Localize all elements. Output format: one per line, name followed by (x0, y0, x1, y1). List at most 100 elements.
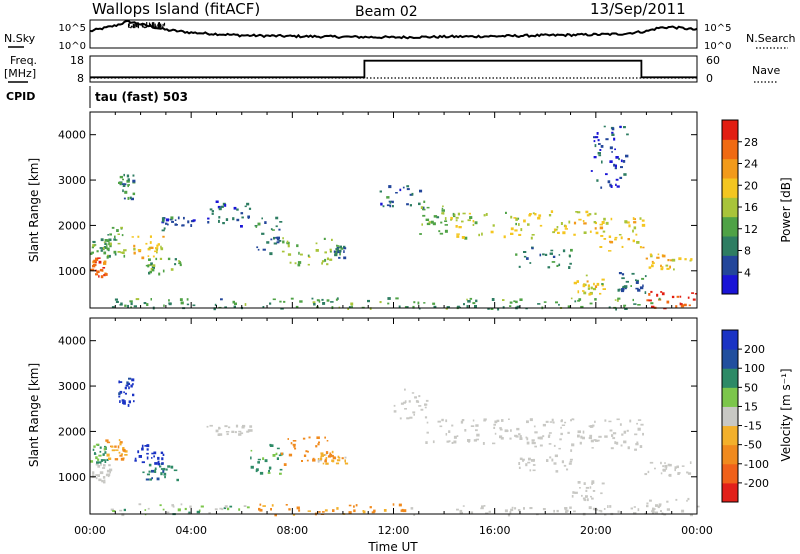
scatter-cell (457, 212, 460, 216)
colorbar-swatch (722, 255, 738, 276)
scatter-cell (592, 490, 596, 492)
scatter-cell (218, 207, 222, 211)
scatter-cell (569, 458, 573, 461)
scatter-cell (103, 274, 106, 277)
scatter-cell (660, 264, 662, 268)
scatter-cell (250, 456, 252, 460)
scatter-cell (518, 233, 522, 236)
scatter-cell (517, 509, 521, 512)
scatter-cell (119, 400, 121, 403)
scatter-cell (160, 247, 164, 251)
scatter-cell (155, 247, 159, 250)
scatter-cell (654, 467, 656, 470)
scatter-cell (627, 238, 630, 241)
scatter-cell (228, 426, 231, 429)
scatter-cell (268, 469, 270, 473)
scatter-cell (575, 211, 578, 213)
scatter-cell (100, 459, 104, 462)
scatter-cell (399, 417, 402, 420)
scatter-cell (565, 509, 569, 512)
scatter-cell (649, 461, 654, 464)
scatter-cell (148, 258, 151, 261)
scatter-cell (404, 388, 406, 391)
scatter-cell (657, 505, 660, 509)
scatter-cell (173, 469, 178, 472)
scatter-cell (159, 504, 162, 507)
scatter-cell (337, 250, 340, 253)
scatter-cell (94, 244, 97, 246)
scatter-cell (671, 258, 676, 262)
scatter-cell (319, 457, 323, 461)
scatter-cell (274, 513, 277, 517)
scatter-cell (426, 421, 429, 424)
scatter-cell (112, 510, 116, 512)
scatter-cell (126, 174, 130, 178)
scatter-cell (133, 305, 137, 308)
scatter-cell (326, 299, 330, 302)
scatter-cell (542, 423, 546, 427)
scatter-cell (322, 462, 325, 465)
scatter-cell (211, 210, 214, 213)
scatter-cell (570, 419, 572, 422)
scatter-cell (603, 238, 607, 240)
scatter-cell (549, 252, 553, 255)
scatter-cell (227, 433, 229, 435)
scatter-cell (547, 435, 551, 438)
scatter-cell (120, 381, 123, 383)
scatter-cell (651, 262, 655, 264)
scatter-cell (523, 219, 526, 223)
scatter-cell (99, 450, 102, 453)
date-label: 13/Sep/2011 (590, 0, 686, 18)
scatter-cell (496, 419, 500, 422)
scatter-cell (95, 259, 99, 261)
scatter-cell (686, 471, 689, 474)
scatter-cell (456, 233, 460, 235)
colorbar-swatch (722, 120, 738, 140)
scatter-cell (596, 179, 599, 182)
scatter-cell (233, 305, 236, 308)
power-colorbar-label: Power [dB] (779, 177, 793, 242)
scatter-cell (238, 430, 242, 433)
scatter-cell (299, 300, 303, 303)
scatter-cell (320, 452, 324, 455)
scatter-cell (658, 503, 662, 506)
scatter-cell (492, 224, 495, 227)
scatter-cell (634, 433, 638, 436)
scatter-cell (545, 420, 549, 423)
scatter-cell (635, 443, 639, 446)
frequency-line (90, 59, 697, 79)
scatter-cell (555, 470, 559, 473)
scatter-cell (379, 301, 382, 304)
scatter-cell (601, 283, 604, 287)
scatter-cell (161, 217, 165, 220)
scatter-cell (585, 274, 588, 277)
scatter-cell (120, 227, 123, 230)
scatter-cell (509, 301, 513, 304)
scatter-cell (532, 464, 536, 466)
scatter-cell (582, 284, 586, 288)
power-panel: 1000 2000 3000 4000 Slant Range [km] 4 8 12 16… (27, 111, 793, 311)
scatter-cell (351, 305, 353, 309)
scatter-cell (141, 447, 144, 451)
scatter-cell (398, 305, 401, 308)
scatter-cell (148, 264, 152, 266)
scatter-cell (404, 400, 407, 403)
scatter-cell (179, 298, 183, 301)
scatter-cell (329, 258, 333, 261)
scatter-cell (269, 302, 272, 305)
scatter-cell (662, 468, 666, 472)
scatter-cell (154, 470, 157, 473)
scatter-cell (626, 133, 629, 136)
scatter-cell (500, 437, 504, 440)
scatter-cell (235, 424, 239, 428)
scatter-cell (122, 448, 126, 452)
scatter-cell (519, 437, 523, 440)
scatter-cell (276, 238, 280, 241)
scatter-cell (526, 441, 530, 445)
scatter-cell (510, 508, 514, 512)
scatter-cell (645, 257, 648, 260)
scatter-cell (674, 466, 677, 469)
scatter-cell (179, 263, 182, 267)
noise-panel: N.Sky 10^5 10^0 10^5 10^0 N.Search (4, 19, 796, 52)
scatter-cell (601, 160, 603, 164)
